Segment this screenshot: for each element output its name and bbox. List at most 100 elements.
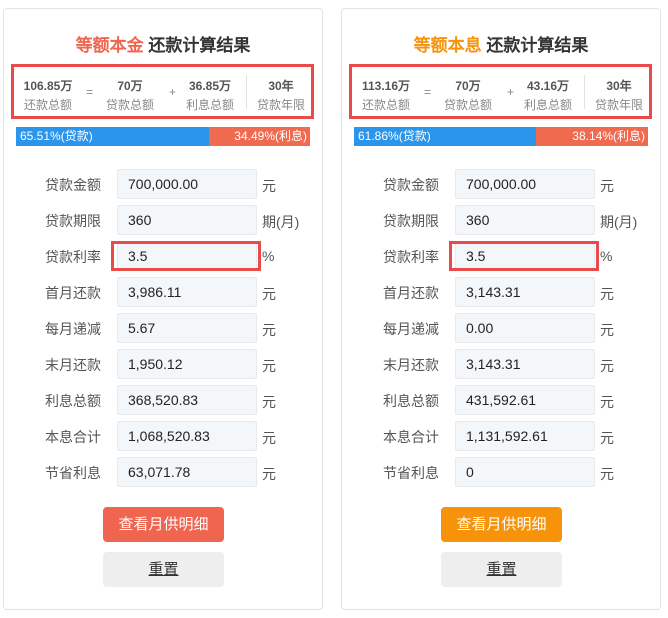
field-unit: 元 — [600, 466, 614, 482]
field-input[interactable]: 5.67 — [117, 313, 257, 343]
field-input[interactable]: 3,143.31 — [455, 277, 595, 307]
field-unit: 元 — [600, 430, 614, 446]
field-unit: 元 — [262, 358, 276, 374]
field-unit: 元 — [262, 178, 276, 194]
field-unit: 期(月) — [600, 214, 638, 230]
field-label: 利息总额 — [45, 393, 101, 409]
field-input[interactable]: 360 — [117, 205, 257, 235]
field-unit: 元 — [600, 358, 614, 374]
summary-item: 106.85万 还款总额 — [18, 77, 78, 113]
field-input[interactable]: 63,071.78 — [117, 457, 257, 487]
summary-box: 113.16万 还款总额 70万贷款总额 43.16万 利息总额 30年贷款年限 = + — [349, 64, 652, 119]
interest-share: 38.14%(利息) — [535, 127, 648, 146]
field-unit: 元 — [262, 286, 276, 302]
field-label: 本息合计 — [383, 429, 439, 445]
interest-share: 34.49%(利息) — [208, 127, 310, 146]
summary-item: 70万贷款总额 — [438, 77, 498, 113]
detail-button[interactable]: 查看月供明细 — [441, 507, 562, 542]
field-input[interactable]: 0.00 — [455, 313, 595, 343]
field-input[interactable]: 1,068,520.83 — [117, 421, 257, 451]
field-unit: 元 — [600, 286, 614, 302]
field-label: 首月还款 — [383, 285, 439, 301]
rate-highlight — [449, 241, 599, 271]
field-unit: 元 — [600, 394, 614, 410]
field-label: 贷款金额 — [45, 177, 101, 193]
field-unit: 元 — [600, 178, 614, 194]
operator: + — [169, 85, 177, 99]
field-label: 贷款期限 — [383, 213, 439, 229]
field-label: 贷款利率 — [383, 249, 439, 265]
field-label: 贷款利率 — [45, 249, 101, 265]
field-label: 贷款期限 — [45, 213, 101, 229]
summary-label: 还款总额 — [361, 98, 410, 112]
reset-button[interactable]: 重置 — [441, 552, 562, 587]
title-highlight: 等额本金 — [75, 36, 144, 55]
summary-label: 贷款年限 — [594, 98, 643, 112]
panel-title: 等额本金 还款计算结果 — [4, 31, 322, 56]
field-unit: 期(月) — [262, 214, 300, 230]
result-panel: 等额本息 还款计算结果 113.16万 还款总额 70万 贷款总额 43.16万 利息总额 3… — [341, 8, 661, 610]
detail-button[interactable]: 查看月供明细 — [103, 507, 224, 542]
field-unit: % — [262, 248, 275, 264]
summary-item: 30年贷款年限 — [253, 77, 309, 113]
progress-bar: 61.86%(贷款) 38.14%(利息) — [354, 127, 648, 146]
summary-value: 30年 — [268, 79, 294, 93]
summary-item: 43.16万 利息总额 — [517, 77, 579, 113]
title-highlight: 等额本息 — [413, 36, 482, 55]
summary-item: 30年贷款年限 — [591, 77, 647, 113]
summary-item: 70万 贷款总额 — [100, 77, 160, 113]
field-label: 末月还款 — [45, 357, 101, 373]
field-unit: % — [600, 248, 613, 264]
loan-share: 61.86%(贷款) — [354, 127, 536, 146]
title-rest: 还款计算结果 — [486, 36, 589, 55]
field-input[interactable]: 0 — [455, 457, 595, 487]
field-unit: 元 — [262, 430, 276, 446]
summary-item: 36.85万 利息总额 — [179, 77, 241, 113]
field-label: 末月还款 — [383, 357, 439, 373]
summary-label: 利息总额 — [185, 98, 234, 112]
separator — [584, 75, 585, 109]
summary-value: 43.16万 — [526, 79, 570, 93]
field-input[interactable]: 3,143.31 — [455, 349, 595, 379]
separator — [246, 75, 247, 109]
field-input[interactable]: 368,520.83 — [117, 385, 257, 415]
field-label: 每月递减 — [45, 321, 101, 337]
reset-button[interactable]: 重置 — [103, 552, 224, 587]
field-unit: 元 — [600, 322, 614, 338]
field-input[interactable]: 431,592.61 — [455, 385, 595, 415]
summary-value: 30年 — [606, 79, 632, 93]
field-label: 节省利息 — [383, 465, 439, 481]
field-unit: 元 — [262, 466, 276, 482]
summary-box: 106.85万 还款总额 70万 贷款总额 36.85万 利息总额 30年贷款年限 = + — [11, 64, 314, 119]
field-unit: 元 — [262, 394, 276, 410]
summary-label: 贷款年限 — [256, 98, 305, 112]
field-input[interactable]: 1,950.12 — [117, 349, 257, 379]
loan-share: 65.51%(贷款) — [16, 127, 209, 146]
result-panel: 等额本金 还款计算结果 106.85万 还款总额 70万 贷款总额 36.85万 利息总额 3… — [3, 8, 323, 610]
panel-title: 等额本息 还款计算结果 — [342, 31, 660, 56]
field-label: 每月递减 — [383, 321, 439, 337]
summary-item: 113.16万 还款总额 — [356, 77, 416, 113]
field-input[interactable]: 700,000.00 — [117, 169, 257, 199]
field-label: 节省利息 — [45, 465, 101, 481]
summary-value: 70万 — [455, 79, 481, 93]
operator: = — [424, 85, 432, 99]
field-input[interactable]: 360 — [455, 205, 595, 235]
rate-highlight — [111, 241, 261, 271]
field-unit: 元 — [262, 322, 276, 338]
summary-label: 利息总额 — [523, 98, 572, 112]
summary-label: 贷款总额 — [105, 98, 154, 112]
field-label: 利息总额 — [383, 393, 439, 409]
field-label: 本息合计 — [45, 429, 101, 445]
field-input[interactable]: 700,000.00 — [455, 169, 595, 199]
summary-label: 贷款总额 — [443, 98, 492, 112]
field-input[interactable]: 1,131,592.61 — [455, 421, 595, 451]
summary-value: 106.85万 — [23, 79, 73, 93]
field-label: 贷款金额 — [383, 177, 439, 193]
operator: + — [507, 85, 515, 99]
summary-label: 还款总额 — [23, 98, 72, 112]
summary-value: 36.85万 — [188, 79, 232, 93]
operator: = — [86, 85, 94, 99]
field-input[interactable]: 3,986.11 — [117, 277, 257, 307]
